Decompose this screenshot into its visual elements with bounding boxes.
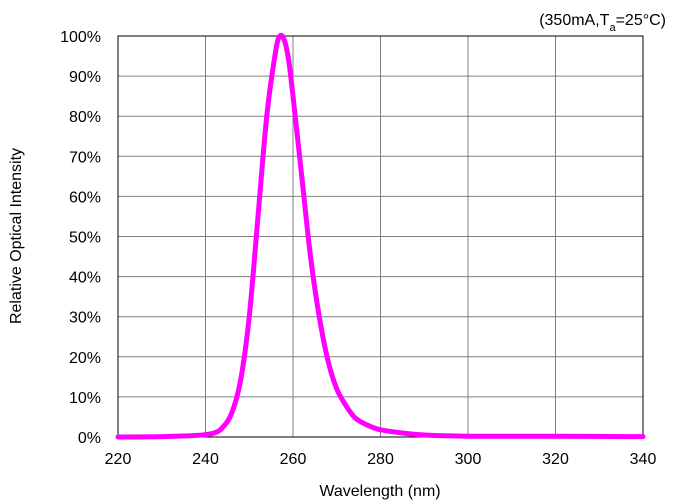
- y-tick-label: 60%: [69, 189, 101, 206]
- annotation-suffix: =25°C): [616, 12, 666, 29]
- y-tick-label: 0%: [78, 430, 101, 447]
- series-line: [115, 32, 646, 440]
- test-condition-annotation: (350mA,Ta=25°C): [539, 12, 666, 34]
- plot-frame: [117, 35, 644, 438]
- series-layer: [115, 32, 646, 440]
- x-axis-label: Wavelength (nm): [319, 483, 440, 500]
- y-tick-label: 40%: [69, 270, 101, 287]
- grid-lines: [118, 36, 643, 437]
- y-tick-label: 90%: [69, 69, 101, 86]
- y-tick-label: 80%: [69, 109, 101, 126]
- x-tick-label: 240: [192, 451, 219, 468]
- annotation-prefix: (350mA,T: [539, 12, 609, 29]
- x-tick-label: 280: [367, 451, 394, 468]
- x-tick-labels: 220 240 260 280 300 320 340: [105, 451, 657, 468]
- y-tick-label: 10%: [69, 390, 101, 407]
- y-tick-label: 20%: [69, 350, 101, 367]
- x-tick-label: 340: [630, 451, 657, 468]
- y-tick-labels: 0% 10% 20% 30% 40% 50% 60% 70% 80% 90% 100%: [60, 29, 101, 447]
- y-axis-label: Relative Optical Intensity: [8, 148, 25, 324]
- x-tick-label: 300: [455, 451, 482, 468]
- x-tick-label: 220: [105, 451, 132, 468]
- x-tick-label: 260: [280, 451, 307, 468]
- y-tick-label: 30%: [69, 310, 101, 327]
- y-tick-label: 50%: [69, 230, 101, 247]
- x-tick-label: 320: [542, 451, 569, 468]
- y-tick-label: 70%: [69, 149, 101, 166]
- annotation-subscript: a: [609, 22, 616, 34]
- y-tick-label: 100%: [60, 29, 101, 46]
